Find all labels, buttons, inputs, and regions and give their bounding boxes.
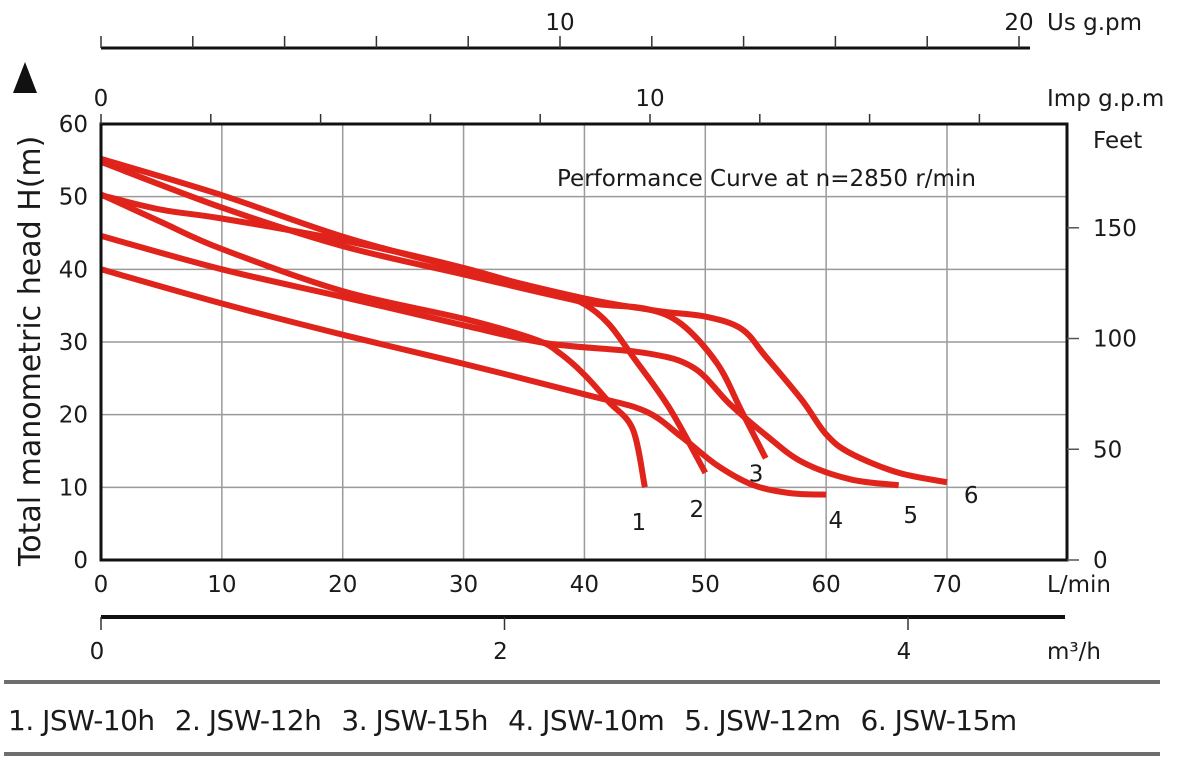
legend-item: 3. JSW-15h xyxy=(341,704,489,737)
y-tick-label: 10 xyxy=(59,475,88,501)
grid xyxy=(101,124,1067,560)
us-gpm-tick-label: 20 xyxy=(1004,10,1033,36)
feet-tick-label: 50 xyxy=(1093,437,1122,463)
legend-item: 4. JSW-10m xyxy=(508,704,665,737)
x-tick-label: 40 xyxy=(570,572,599,598)
feet-tick-label: 150 xyxy=(1093,216,1137,242)
us-gpm-unit-label: Us g.pm xyxy=(1047,10,1142,36)
x-tick-label: 10 xyxy=(207,572,236,598)
x-tick-label: 30 xyxy=(449,572,478,598)
m3h-tick-label: 2 xyxy=(493,639,508,665)
y-tick-label: 30 xyxy=(59,330,88,356)
m3h-unit-label: m³/h xyxy=(1047,639,1101,665)
feet-tick-label: 0 xyxy=(1093,548,1108,574)
curve-jsw-15m xyxy=(100,156,948,486)
y-tick-label: 20 xyxy=(59,403,88,429)
legend-item: 1. JSW-10h xyxy=(8,704,155,737)
y-tick-label: 60 xyxy=(59,112,88,138)
curve-number-label: 4 xyxy=(828,508,843,534)
x-tick-label: 20 xyxy=(328,572,357,598)
plot-border xyxy=(99,122,1069,562)
legend: 1. JSW-10h 2. JSW-12h 3. JSW-15h 4. JSW-… xyxy=(0,680,1200,760)
y-tick-label: 0 xyxy=(73,548,88,574)
legend-items: 1. JSW-10h 2. JSW-12h 3. JSW-15h 4. JSW-… xyxy=(8,704,1037,737)
imp-gpm-tick-label: 10 xyxy=(635,86,664,112)
chart-title: Performance Curve at n=2850 r/min xyxy=(557,166,976,192)
legend-top-rule xyxy=(4,680,1160,684)
us-gpm-tick-label: 10 xyxy=(545,10,574,36)
curve-jsw-15h xyxy=(99,158,769,460)
feet-tick-label: 100 xyxy=(1093,327,1137,353)
m3h-tick-label: 4 xyxy=(897,639,912,665)
legend-bottom-rule xyxy=(4,752,1160,756)
x-axis-unit-label: L/min xyxy=(1047,572,1111,598)
legend-item: 5. JSW-12m xyxy=(684,704,841,737)
y-axis-title: Total manometric head H(m) xyxy=(13,136,48,567)
x-tick-label: 0 xyxy=(94,572,109,598)
y-tick-label: 50 xyxy=(59,185,88,211)
m3h-tick-label: 0 xyxy=(90,639,105,665)
curve-number-label: 1 xyxy=(631,510,646,536)
curve-number-label: 3 xyxy=(749,461,764,487)
curve-number-label: 6 xyxy=(964,483,979,509)
curves xyxy=(99,156,948,498)
x-tick-label: 60 xyxy=(812,572,841,598)
x-tick-label: 50 xyxy=(691,572,720,598)
feet-unit-label: Feet xyxy=(1093,128,1142,154)
imp-gpm-unit-label: Imp g.p.m xyxy=(1047,86,1164,112)
x-tick-label: 70 xyxy=(932,572,961,598)
curve-number-label: 2 xyxy=(690,497,705,523)
curve-jsw-10m xyxy=(100,266,827,498)
plot-frame xyxy=(99,122,1069,562)
y-axis-arrow-icon xyxy=(13,62,37,93)
legend-item: 6. JSW-15m xyxy=(860,704,1018,737)
legend-item: 2. JSW-12h xyxy=(174,704,322,737)
y-tick-label: 40 xyxy=(59,257,88,283)
curve-number-label: 5 xyxy=(903,503,918,529)
imp-gpm-tick-label: 0 xyxy=(94,86,109,112)
curve-jsw-12m xyxy=(100,233,900,489)
